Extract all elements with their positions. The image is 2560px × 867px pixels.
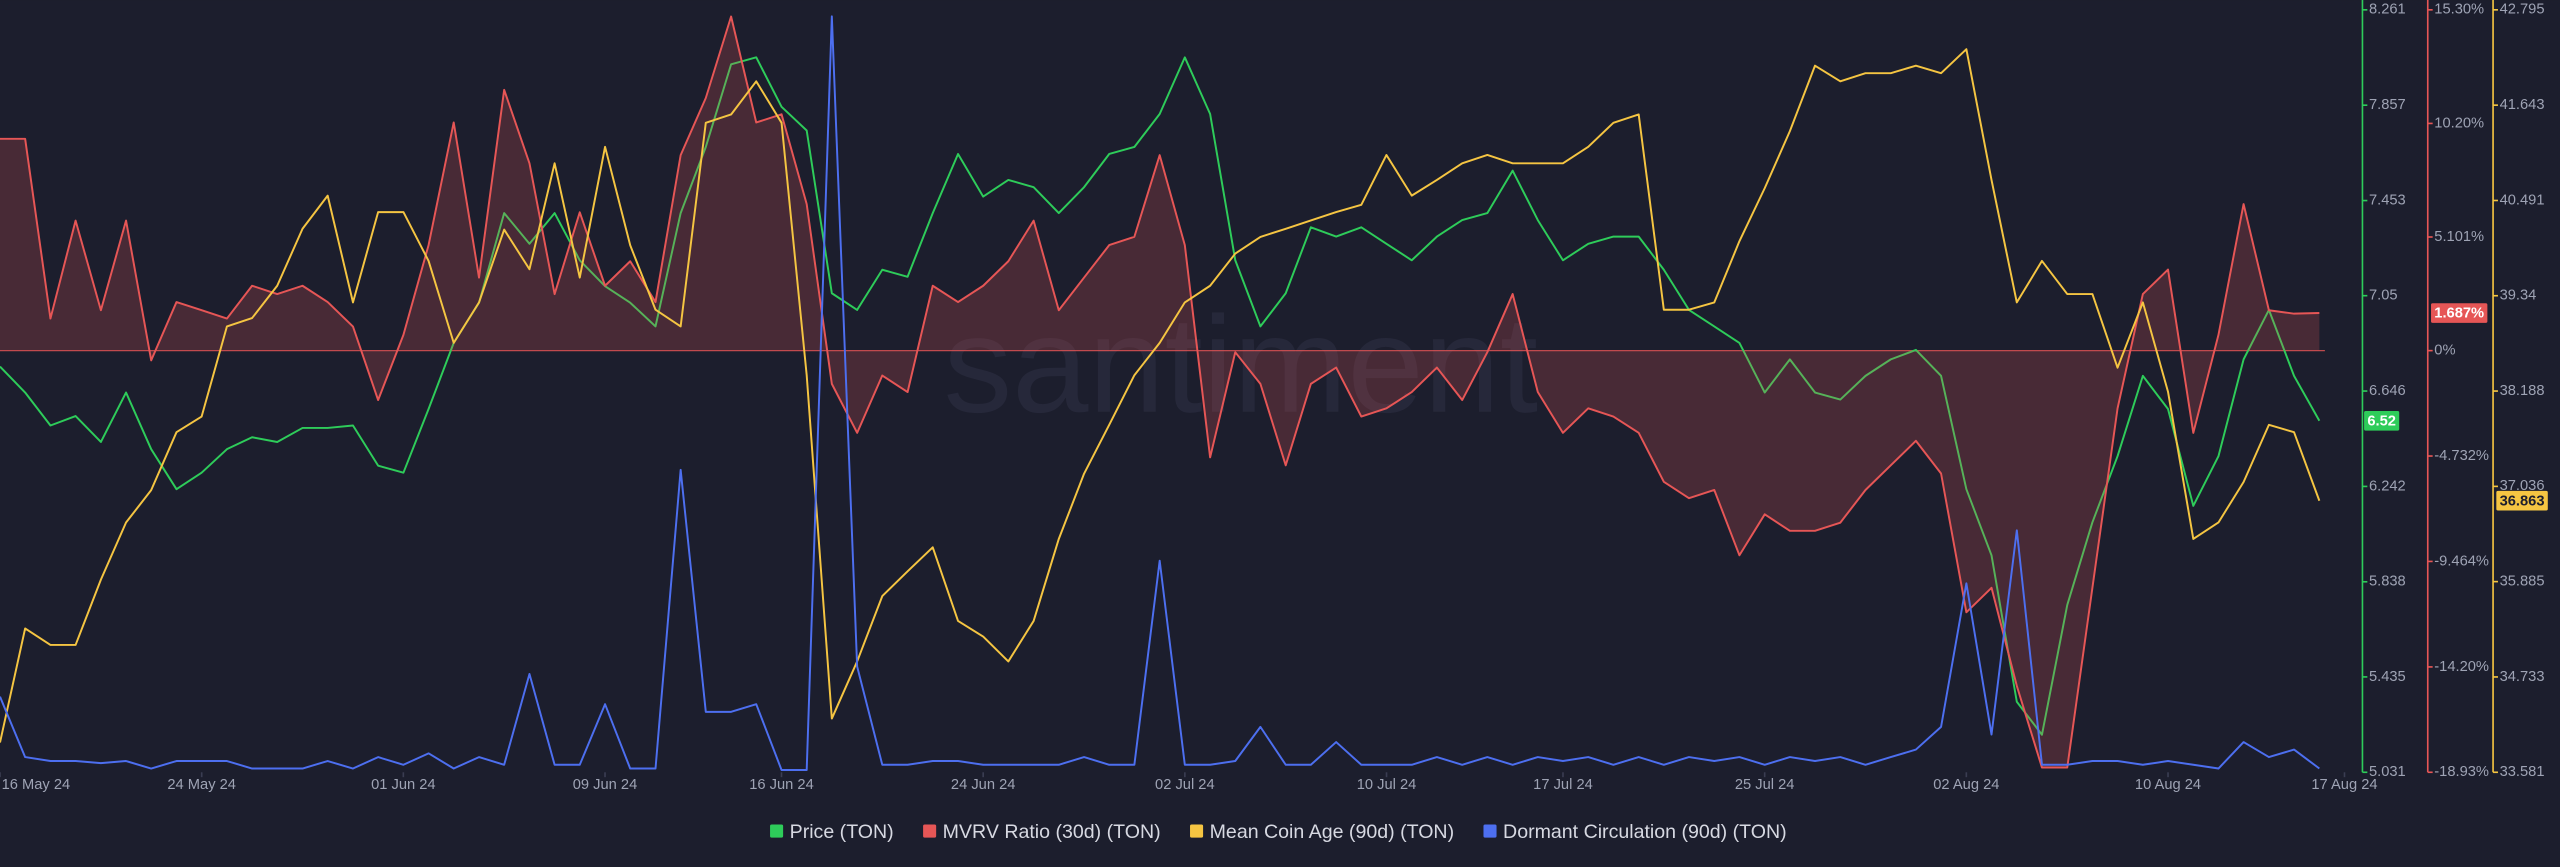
badge-label: 6.52 bbox=[2367, 413, 2396, 429]
y-tick-label: 8.261 bbox=[2369, 2, 2406, 18]
last-value-badge: 1.687% bbox=[2431, 303, 2488, 323]
y-tick-label: -4.732% bbox=[2434, 448, 2489, 464]
last-value-badge: 6.52 bbox=[2364, 410, 2400, 431]
y-tick-label: 41.643 bbox=[2500, 97, 2545, 113]
y-tick-label: 15.30% bbox=[2434, 2, 2484, 18]
x-tick-label: 10 Jul 24 bbox=[1357, 777, 1417, 793]
x-tick-label: 10 Aug 24 bbox=[2135, 777, 2201, 793]
x-tick-label: 24 Jun 24 bbox=[951, 777, 1016, 793]
y-tick-label: 39.34 bbox=[2500, 288, 2537, 304]
y-tick-label: -18.93% bbox=[2434, 764, 2489, 780]
x-tick-label: 09 Jun 24 bbox=[573, 777, 638, 793]
y-tick-label: 5.838 bbox=[2369, 574, 2406, 590]
y-tick-label: 10.20% bbox=[2434, 115, 2484, 131]
x-tick-label: 01 Jun 24 bbox=[371, 777, 436, 793]
y-tick-label: -9.464% bbox=[2434, 553, 2489, 569]
y-tick-label: 40.491 bbox=[2500, 192, 2545, 208]
badge-label: 1.687% bbox=[2434, 306, 2484, 322]
series-line bbox=[0, 15, 2320, 771]
x-tick-label: 16 May 24 bbox=[2, 777, 71, 793]
legend-swatch bbox=[1483, 824, 1497, 838]
series-line bbox=[0, 15, 2320, 769]
watermark: santiment bbox=[944, 289, 1538, 442]
x-tick-label: 16 Jun 24 bbox=[749, 777, 814, 793]
y-tick-label: 42.795 bbox=[2500, 2, 2545, 18]
legend-swatch bbox=[923, 824, 937, 838]
badge-bg bbox=[2496, 490, 2548, 511]
y-tick-label: -14.20% bbox=[2434, 659, 2489, 675]
legend-label: Mean Coin Age (90d) (TON) bbox=[1210, 821, 1454, 843]
x-tick-label: 02 Jul 24 bbox=[1155, 777, 1215, 793]
legend-label: MVRV Ratio (30d) (TON) bbox=[943, 821, 1161, 843]
y-tick-label: 6.646 bbox=[2369, 383, 2406, 399]
legend: Price (TON) MVRV Ratio (30d) (TON) Mean Co… bbox=[770, 821, 1787, 843]
badge-bg bbox=[2364, 410, 2400, 431]
legend-swatch bbox=[770, 824, 784, 838]
y-tick-label: 34.733 bbox=[2500, 669, 2545, 685]
legend-label: Dormant Circulation (90d) (TON) bbox=[1503, 821, 1787, 843]
series-line bbox=[0, 48, 2321, 743]
y-tick-label: 7.05 bbox=[2369, 288, 2398, 304]
x-tick-label: 24 May 24 bbox=[167, 777, 236, 793]
y-tick-label: 0% bbox=[2434, 342, 2455, 358]
y-tick-label: 5.101% bbox=[2434, 229, 2484, 245]
y-tick-label: 33.581 bbox=[2500, 764, 2545, 780]
y-tick-label: 38.188 bbox=[2500, 383, 2545, 399]
x-tick-label: 17 Jul 24 bbox=[1533, 777, 1593, 793]
y-tick-label: 5.031 bbox=[2369, 764, 2406, 780]
legend-swatch bbox=[1190, 824, 1204, 838]
badge-label: 36.863 bbox=[2500, 493, 2545, 509]
series-area bbox=[0, 16, 2320, 768]
y-tick-label: 6.242 bbox=[2369, 478, 2406, 494]
y-tick-label: 37.036 bbox=[2500, 478, 2545, 494]
x-tick-label: 25 Jul 24 bbox=[1735, 777, 1795, 793]
badge-bg bbox=[2431, 303, 2488, 323]
y-tick-label: 7.453 bbox=[2369, 192, 2406, 208]
legend-label: Price (TON) bbox=[790, 821, 894, 843]
x-tick-label: 02 Aug 24 bbox=[1933, 777, 1999, 793]
series-line bbox=[0, 56, 2321, 736]
y-tick-label: 35.885 bbox=[2500, 573, 2545, 589]
y-tick-label: 7.857 bbox=[2369, 97, 2406, 113]
last-value-badge: 36.863 bbox=[2496, 490, 2548, 511]
x-tick-label: 17 Aug 24 bbox=[2311, 777, 2377, 793]
y-tick-label: 5.435 bbox=[2369, 669, 2406, 685]
